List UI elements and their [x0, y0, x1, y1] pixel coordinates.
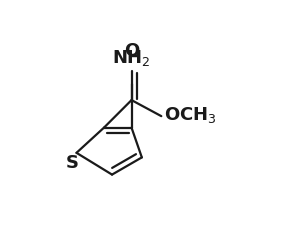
Text: NH$_2$: NH$_2$	[112, 47, 151, 67]
Text: O: O	[124, 42, 139, 59]
Text: OCH$_3$: OCH$_3$	[164, 104, 216, 124]
Text: S: S	[66, 153, 79, 171]
